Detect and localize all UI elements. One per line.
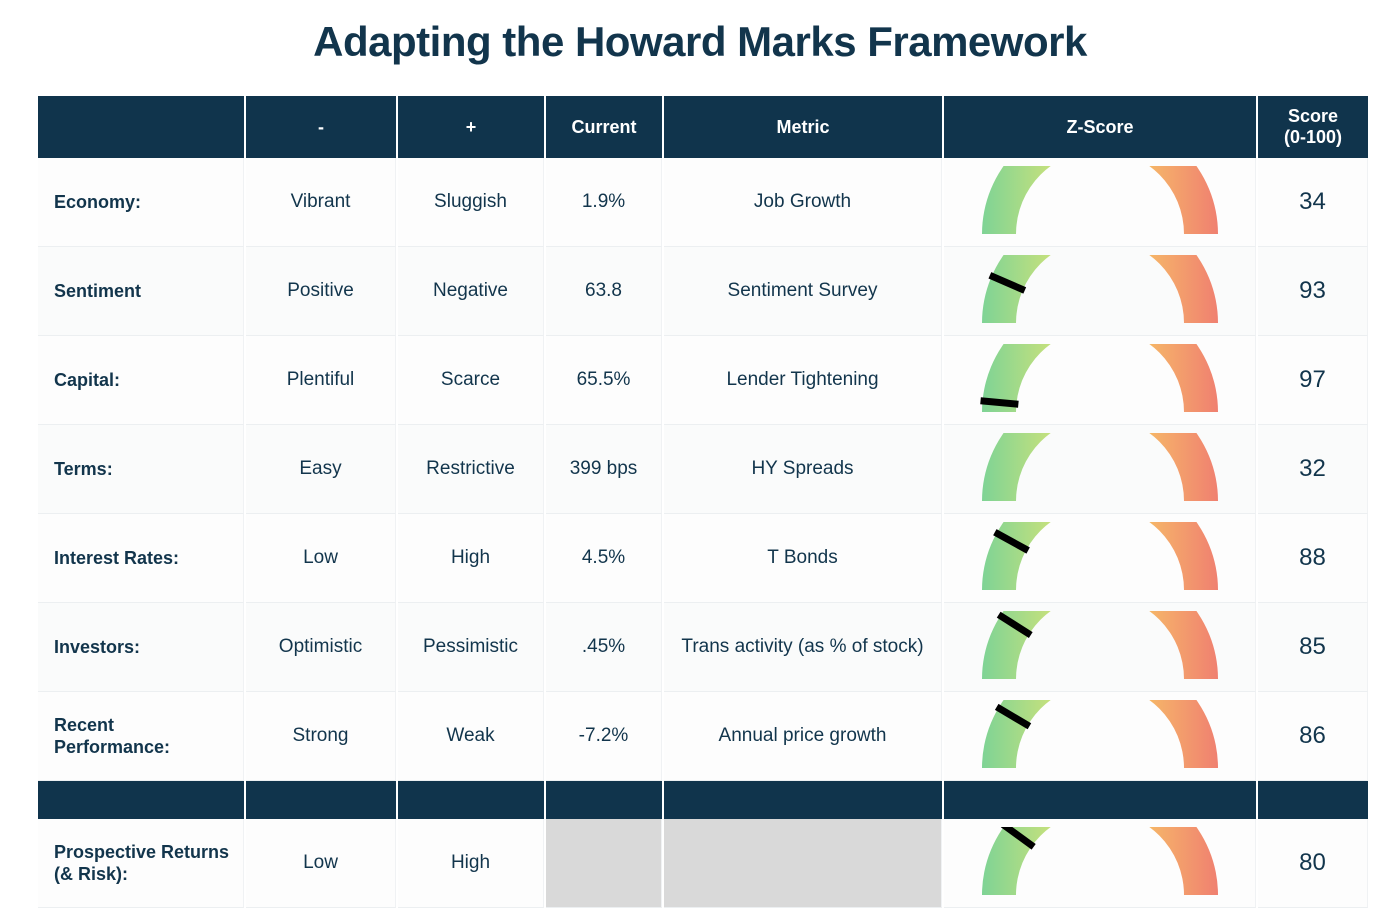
row-score-6: 85 [1258,603,1368,692]
row-negative-pole-8: Low [246,819,396,908]
row-label-3: Capital: [38,336,244,425]
row-metric-5: T Bonds [664,514,942,603]
divider-cell [38,781,244,819]
infographic-page: Adapting the Howard Marks Framework - + … [38,18,1368,908]
row-current-7: -7.2% [546,692,662,781]
framework-table-wrapper: - + Current Metric Z-Score Score (0-100)… [36,96,1368,908]
row-metric-2: Sentiment Survey [664,247,942,336]
row-positive-pole-3: Scarce [398,336,544,425]
row-gauge-6 [944,603,1256,692]
row-gauge-8 [944,819,1256,908]
row-metric-4: HY Spreads [664,425,942,514]
row-negative-pole-7: Strong [246,692,396,781]
row-positive-pole-6: Pessimistic [398,603,544,692]
row-current-6: .45% [546,603,662,692]
gauge-chart-2 [964,255,1236,327]
row-current-1: 1.9% [546,158,662,247]
row-gauge-7 [944,692,1256,781]
header-score-line1: Score [1287,106,1339,127]
divider-cell [546,781,662,819]
row-label-2: Sentiment [38,247,244,336]
row-current-4: 399 bps [546,425,662,514]
row-gauge-3 [944,336,1256,425]
divider-cell [944,781,1256,819]
row-label-5: Interest Rates: [38,514,244,603]
row-negative-pole-4: Easy [246,425,396,514]
divider-cell [246,781,396,819]
table-row: Sentiment Positive Negative 63.8 Sentiment S… [38,247,1368,336]
row-positive-pole-5: High [398,514,544,603]
row-negative-pole-5: Low [246,514,396,603]
row-current-3: 65.5% [546,336,662,425]
row-positive-pole-4: Restrictive [398,425,544,514]
header-zscore: Z-Score [944,96,1256,158]
row-positive-pole-8: High [398,819,544,908]
row-score-7: 86 [1258,692,1368,781]
header-plus: + [398,96,544,158]
header-label [38,96,244,158]
row-negative-pole-6: Optimistic [246,603,396,692]
row-gauge-4 [944,425,1256,514]
row-label-1: Economy: [38,158,244,247]
header-current: Current [546,96,662,158]
row-label-4: Terms: [38,425,244,514]
table-body: Economy: Vibrant Sluggish 1.9% Job Growth 34… [38,158,1368,908]
row-metric-6: Trans activity (as % of stock) [664,603,942,692]
row-metric-1: Job Growth [664,158,942,247]
row-metric-7: Annual price growth [664,692,942,781]
row-positive-pole-2: Negative [398,247,544,336]
row-score-2: 93 [1258,247,1368,336]
row-metric-8 [664,819,942,908]
section-divider-row [38,781,1368,819]
divider-cell [1258,781,1368,819]
row-metric-3: Lender Tightening [664,336,942,425]
table-row: Economy: Vibrant Sluggish 1.9% Job Growth 34 [38,158,1368,247]
table-header: - + Current Metric Z-Score Score (0-100) [38,96,1368,158]
header-row: - + Current Metric Z-Score Score (0-100) [38,96,1368,158]
gauge-chart-4 [964,433,1236,505]
row-score-3: 97 [1258,336,1368,425]
header-minus: - [246,96,396,158]
row-label-7: Recent Performance: [38,692,244,781]
row-negative-pole-2: Positive [246,247,396,336]
table-row: Recent Performance: Strong Weak -7.2% Annual… [38,692,1368,781]
row-current-8 [546,819,662,908]
row-label-8: Prospective Returns (& Risk): [38,819,244,908]
row-positive-pole-7: Weak [398,692,544,781]
table-row: Interest Rates: Low High 4.5% T Bonds 88 [38,514,1368,603]
header-score-line2: (0-100) [1283,127,1343,147]
row-score-8: 80 [1258,819,1368,908]
row-label-6: Investors: [38,603,244,692]
table-row: Capital: Plentiful Scarce 65.5% Lender Tight… [38,336,1368,425]
page-title: Adapting the Howard Marks Framework [313,18,1087,65]
row-positive-pole-1: Sluggish [398,158,544,247]
row-gauge-2 [944,247,1256,336]
header-metric: Metric [664,96,942,158]
framework-table: - + Current Metric Z-Score Score (0-100)… [36,96,1370,908]
row-score-4: 32 [1258,425,1368,514]
row-negative-pole-1: Vibrant [246,158,396,247]
table-row: Prospective Returns (& Risk): Low High 80 [38,819,1368,908]
divider-cell [664,781,942,819]
gauge-chart-6 [964,611,1236,683]
row-negative-pole-3: Plentiful [246,336,396,425]
row-gauge-1 [944,158,1256,247]
gauge-chart-8 [964,827,1236,899]
gauge-chart-5 [964,522,1236,594]
table-row: Investors: Optimistic Pessimistic .45% Trans… [38,603,1368,692]
gauge-chart-3 [964,344,1236,416]
divider-cell [398,781,544,819]
row-current-5: 4.5% [546,514,662,603]
gauge-chart-7 [964,700,1236,772]
table-row: Terms: Easy Restrictive 399 bps HY Spreads 3… [38,425,1368,514]
row-score-5: 88 [1258,514,1368,603]
row-current-2: 63.8 [546,247,662,336]
row-gauge-5 [944,514,1256,603]
header-score: Score (0-100) [1258,96,1368,158]
gauge-chart-1 [964,166,1236,238]
row-score-1: 34 [1258,158,1368,247]
